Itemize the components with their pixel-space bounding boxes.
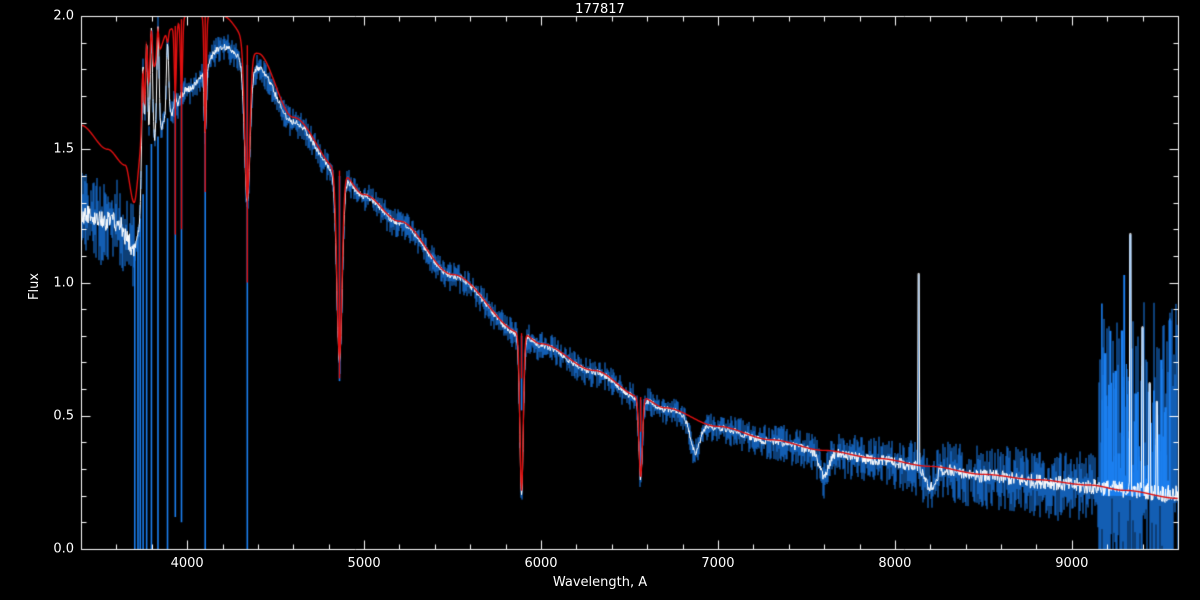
x-tick-label: 5000 bbox=[347, 556, 381, 571]
x-tick-label: 6000 bbox=[524, 556, 558, 571]
y-axis-label: Flux bbox=[27, 272, 42, 300]
x-tick-label: 9000 bbox=[1055, 556, 1089, 571]
y-tick-label: 1.5 bbox=[53, 141, 74, 157]
y-tick-label: 0.0 bbox=[53, 541, 74, 557]
x-tick-label: 8000 bbox=[878, 556, 912, 571]
x-tick-label: 4000 bbox=[170, 556, 204, 571]
y-tick-label: 1.0 bbox=[53, 275, 74, 290]
x-tick-label: 7000 bbox=[701, 556, 735, 571]
y-tick-label: 2.0 bbox=[53, 8, 74, 24]
plot-title: 177817 bbox=[575, 2, 625, 17]
x-axis-label: Wavelength, A bbox=[552, 575, 648, 590]
y-tick-label: 0.5 bbox=[53, 408, 74, 424]
